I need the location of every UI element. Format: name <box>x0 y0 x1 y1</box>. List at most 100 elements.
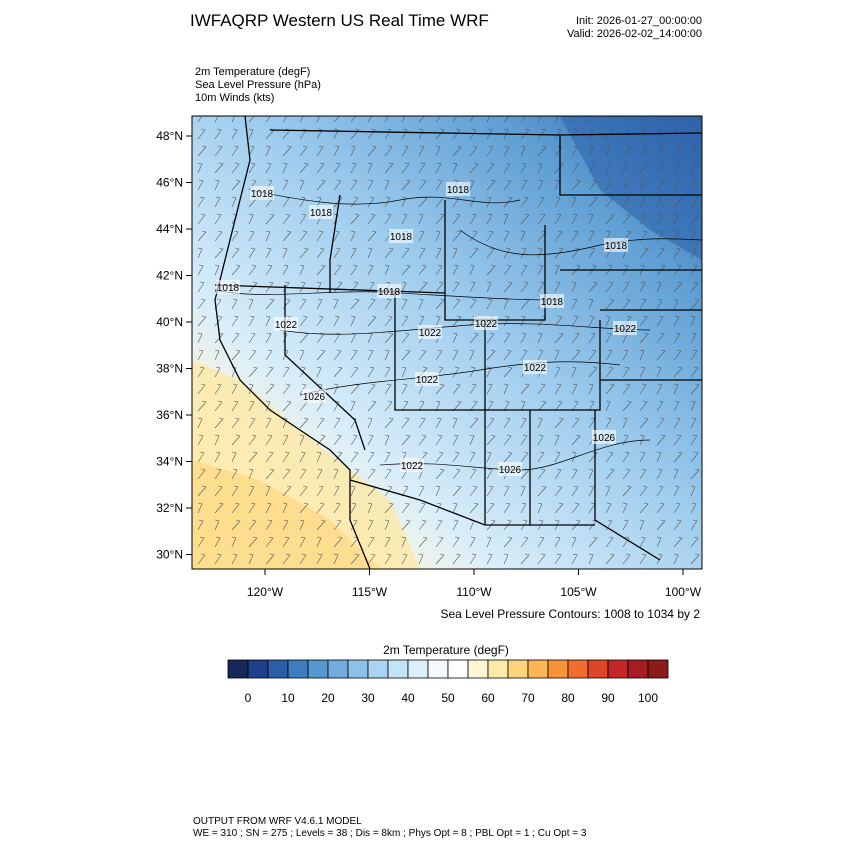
wind-barb <box>384 196 391 208</box>
wind-barb <box>486 553 493 565</box>
wind-barb <box>214 332 224 344</box>
wind-barb <box>418 145 425 157</box>
wind-barb <box>265 366 274 378</box>
wind-barb <box>469 298 477 310</box>
wind-barb <box>401 366 407 378</box>
wind-barb <box>520 213 530 225</box>
wind-barb <box>452 553 461 565</box>
wind-barb <box>299 519 305 531</box>
wind-barb <box>656 434 666 446</box>
wind-barb <box>554 519 560 531</box>
wind-barb <box>537 264 544 276</box>
wind-barb <box>248 366 258 378</box>
wind-barb <box>486 519 496 531</box>
wind-barb <box>639 264 645 276</box>
wind-barb <box>214 400 223 412</box>
wind-barb <box>197 519 204 531</box>
wind-barb <box>401 502 410 514</box>
wind-barb <box>231 179 241 191</box>
wind-barb <box>639 502 649 514</box>
wind-barb <box>367 145 377 157</box>
wind-barb <box>554 366 561 378</box>
wind-barb <box>384 383 392 395</box>
wind-barb <box>503 332 511 344</box>
wind-barb <box>350 485 356 497</box>
wind-barb <box>452 315 462 327</box>
field-label: 2m Temperature (degF) <box>195 66 310 78</box>
wind-barb <box>605 485 611 497</box>
contour-label: 1018 <box>310 208 333 219</box>
wind-barb <box>537 162 543 174</box>
wind-barb <box>384 128 392 140</box>
wind-barb <box>571 451 577 463</box>
wind-barb <box>231 519 241 531</box>
wind-barb <box>503 536 513 548</box>
wind-barb <box>333 247 341 259</box>
wind-barb <box>622 281 630 293</box>
wind-barb <box>265 434 273 446</box>
wind-barb <box>537 332 543 344</box>
wind-barb <box>537 519 544 531</box>
wind-barb <box>588 179 597 191</box>
wind-barb <box>520 128 530 140</box>
contour-label: 1026 <box>303 392 326 403</box>
wind-barb <box>503 298 509 310</box>
wind-barb <box>520 281 529 293</box>
wind-barb <box>333 349 342 361</box>
wind-barb <box>503 502 511 514</box>
wind-barb <box>282 400 292 412</box>
wind-barb <box>197 213 206 225</box>
wind-barb <box>384 366 391 378</box>
wind-barb <box>690 417 697 429</box>
wind-barb <box>435 281 444 293</box>
wind-barb <box>690 349 698 361</box>
wind-barb <box>384 553 392 565</box>
wind-barb <box>401 128 408 140</box>
wind-barb <box>554 230 563 242</box>
wind-barb <box>350 162 357 174</box>
wind-barb <box>265 116 272 123</box>
wind-barb <box>282 196 290 208</box>
wind-barb <box>435 417 442 429</box>
wind-barb <box>299 145 308 157</box>
wind-barb <box>690 332 697 344</box>
wind-barb <box>656 502 665 514</box>
wind-barb <box>367 230 377 242</box>
wind-barb <box>520 383 530 395</box>
wind-barb <box>333 298 339 310</box>
wind-barb <box>690 553 700 565</box>
colorbar-swatch <box>307 659 329 679</box>
wind-barb <box>333 519 342 531</box>
wind-barb <box>690 281 699 293</box>
wind-barb <box>333 502 341 514</box>
colorbar-swatch <box>587 659 609 679</box>
wind-barb <box>401 332 410 344</box>
wind-barb <box>469 383 477 395</box>
wind-barb <box>639 417 649 429</box>
wind-barb <box>503 417 511 429</box>
wind-barb <box>316 434 326 446</box>
wind-barb <box>350 116 357 123</box>
wind-barb <box>197 179 204 191</box>
wind-barb <box>452 196 460 208</box>
wind-barb <box>588 213 594 225</box>
wind-barb <box>265 502 272 514</box>
wind-barb <box>486 332 495 344</box>
wind-barb <box>418 128 424 140</box>
wind-barb <box>299 451 306 463</box>
wind-barb <box>503 451 513 463</box>
wind-barb <box>571 536 577 548</box>
wind-barb <box>605 451 614 463</box>
wind-barb <box>656 468 663 480</box>
wind-barb <box>503 315 510 327</box>
wind-barb <box>214 298 222 310</box>
wind-barb <box>214 417 224 429</box>
wind-barb <box>197 145 207 157</box>
wind-barb <box>214 366 221 378</box>
wind-barb <box>350 451 359 463</box>
wind-barb <box>282 332 288 344</box>
wind-barb <box>469 451 476 463</box>
wind-barb <box>690 213 700 225</box>
wind-barb <box>316 417 325 429</box>
wind-barb <box>673 434 682 446</box>
